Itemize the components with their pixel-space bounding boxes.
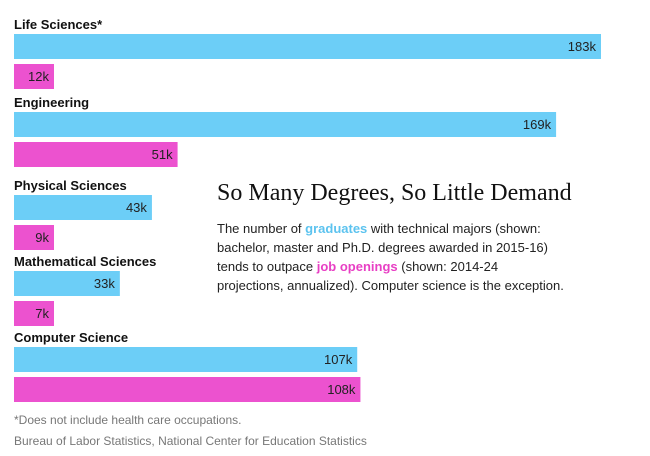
graduates-value-label: 33k: [94, 276, 115, 291]
category-label: Computer Science: [14, 330, 128, 345]
chart-description: The number of graduates with technical m…: [217, 219, 567, 295]
job-openings-value-label: 9k: [35, 230, 49, 245]
description-text: (shown: 2014-24 projections, annualized)…: [217, 259, 564, 293]
bar-chart: Life Sciences* 183k 12k Engineering 169k 51k P…: [14, 17, 601, 402]
graduates-value-label: 183k: [568, 39, 597, 54]
source-note: Bureau of Labor Statistics, National Cen…: [14, 434, 367, 448]
category-label: Physical Sciences: [14, 178, 127, 193]
job-openings-bar: [14, 225, 54, 250]
job-openings-bar: [14, 142, 178, 167]
graduates-value-label: 43k: [126, 200, 147, 215]
category-label: Engineering: [14, 95, 89, 110]
job-openings-value-label: 7k: [35, 306, 49, 321]
graduates-bar: [14, 347, 358, 372]
job-openings-bar: [14, 301, 54, 326]
job-openings-bar: [14, 64, 54, 89]
job-openings-value-label: 51k: [152, 147, 173, 162]
graduates-value-label: 169k: [523, 117, 552, 132]
graduates-bar: [14, 195, 152, 220]
job-openings-legend-label: job openings: [316, 259, 398, 274]
graduates-legend-label: graduates: [305, 221, 368, 236]
job-openings-value-label: 12k: [28, 69, 49, 84]
graduates-bar: [14, 112, 557, 137]
description-text: with technical majors (shown: bachelor, …: [217, 221, 548, 274]
graduates-bar: [14, 34, 601, 59]
chart-title: So Many Degrees, So Little Demand: [217, 180, 572, 206]
footnote: *Does not include health care occupation…: [14, 413, 242, 427]
job-openings-bar: [14, 377, 361, 402]
graduates-bar: [14, 271, 120, 296]
graduates-value-label: 107k: [324, 352, 353, 367]
category-label: Life Sciences*: [14, 17, 103, 32]
description-text: The number of: [217, 221, 306, 236]
job-openings-value-label: 108k: [327, 382, 356, 397]
category-label: Mathematical Sciences: [14, 254, 156, 269]
